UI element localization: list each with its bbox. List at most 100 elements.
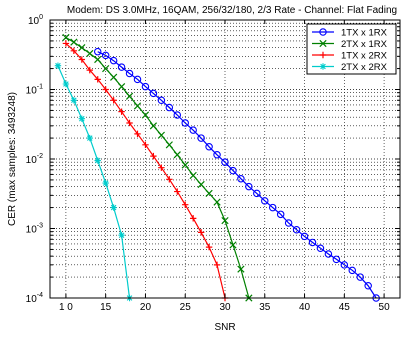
data-point xyxy=(86,134,93,142)
data-point xyxy=(300,232,309,241)
data-point xyxy=(268,203,277,212)
legend-marker xyxy=(319,39,327,48)
data-point xyxy=(125,92,134,100)
legend-marker xyxy=(319,28,327,36)
data-point xyxy=(205,143,213,151)
y-tick-label: 10-1 xyxy=(26,84,43,97)
x-tick-label: 50 xyxy=(379,302,391,313)
data-point xyxy=(189,215,197,222)
x-tick-label: 40 xyxy=(299,302,311,313)
legend-label: 1TX x 2RX xyxy=(341,51,388,62)
data-point xyxy=(173,151,181,159)
data-point xyxy=(62,80,70,88)
data-point xyxy=(253,189,261,198)
data-point xyxy=(308,238,317,247)
data-point xyxy=(261,197,269,205)
data-point xyxy=(348,266,357,275)
data-point xyxy=(189,171,197,180)
data-point xyxy=(245,182,253,191)
data-point xyxy=(133,102,142,110)
data-point xyxy=(102,64,110,73)
y-tick-label: 10-2 xyxy=(26,153,43,166)
series-1txx1rx xyxy=(93,47,380,302)
data-point xyxy=(141,82,150,91)
data-point xyxy=(78,115,86,122)
data-point xyxy=(181,161,189,169)
x-tick-label: 1 0 xyxy=(59,302,73,313)
data-point xyxy=(213,261,221,269)
data-point xyxy=(78,56,86,63)
data-point xyxy=(86,49,94,58)
data-point xyxy=(110,73,118,81)
legend-marker xyxy=(319,51,327,59)
data-point xyxy=(356,273,364,281)
data-point xyxy=(70,47,78,55)
data-point xyxy=(316,244,325,252)
data-point xyxy=(182,201,189,208)
data-point xyxy=(158,164,165,171)
series-group xyxy=(54,33,380,302)
data-point xyxy=(93,47,102,56)
data-point xyxy=(149,122,158,130)
x-tick-label: 30 xyxy=(219,302,231,313)
chart-title: Modem: DS 3.0MHz, 16QAM, 256/32/180, 2/3… xyxy=(67,5,397,16)
data-point xyxy=(292,225,301,234)
data-point xyxy=(173,111,182,119)
series-line xyxy=(97,51,377,299)
data-point xyxy=(109,56,118,65)
series-line xyxy=(57,65,131,299)
x-tick-label: 45 xyxy=(339,302,351,313)
data-point xyxy=(174,188,181,195)
legend-label: 2TX x 1RX xyxy=(341,39,388,50)
legend-label: 2TX x 2RX xyxy=(341,62,388,73)
data-point xyxy=(134,130,141,138)
data-point xyxy=(157,131,165,139)
y-axis-label: CER (max samples: 3493248) xyxy=(7,92,18,226)
data-point xyxy=(276,210,285,219)
data-point xyxy=(149,89,158,98)
data-point xyxy=(117,82,126,91)
series-1txx2rx xyxy=(62,40,229,302)
data-point xyxy=(165,141,173,149)
data-point xyxy=(197,134,205,142)
data-point xyxy=(110,204,117,211)
x-tick-label: 25 xyxy=(180,302,192,313)
data-point xyxy=(62,40,70,47)
data-point xyxy=(102,179,109,187)
data-point xyxy=(117,63,126,71)
data-point xyxy=(197,180,205,189)
data-point xyxy=(54,62,62,69)
data-point xyxy=(118,232,125,239)
data-point xyxy=(213,151,221,159)
data-point xyxy=(205,243,213,251)
data-point xyxy=(102,86,109,93)
data-point xyxy=(94,55,102,64)
data-point xyxy=(284,219,293,227)
data-point xyxy=(221,158,229,166)
data-point xyxy=(150,152,157,160)
data-point xyxy=(126,119,133,127)
data-point xyxy=(237,265,245,273)
y-tick-label: 100 xyxy=(28,14,43,27)
x-tick-label: 15 xyxy=(100,302,112,313)
data-point xyxy=(221,216,229,225)
x-tick-label: 35 xyxy=(259,302,271,313)
data-point xyxy=(324,250,333,258)
data-point xyxy=(229,166,237,175)
data-point xyxy=(118,108,125,115)
y-tick-label: 10-3 xyxy=(26,223,43,236)
data-point xyxy=(110,97,117,104)
data-point xyxy=(205,189,213,198)
data-point xyxy=(70,97,78,104)
data-point xyxy=(157,96,166,105)
data-point xyxy=(229,241,237,249)
x-tick-label: 20 xyxy=(140,302,152,313)
series-2txx1rx xyxy=(62,33,253,302)
x-axis-label: SNR xyxy=(214,322,235,333)
data-point xyxy=(332,255,341,264)
data-point xyxy=(166,176,173,183)
data-point xyxy=(86,66,93,74)
